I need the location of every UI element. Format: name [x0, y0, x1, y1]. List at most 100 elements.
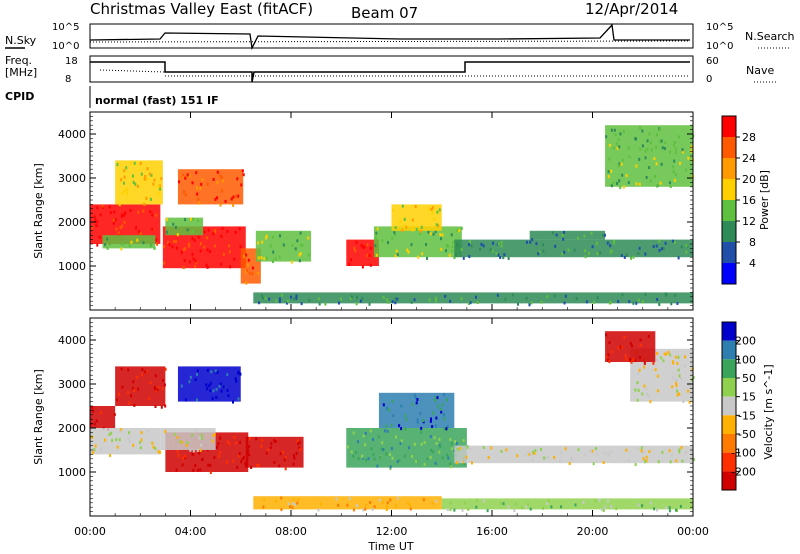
- scatter-cell: [628, 300, 631, 304]
- scatter-cell: [394, 301, 397, 305]
- scatter-cell: [671, 385, 674, 389]
- power-colorbar: 28 24 20 16 12 8 4: [721, 115, 756, 285]
- scatter-cell: [215, 395, 218, 399]
- scatter-cell: [391, 399, 394, 403]
- scatter-cell: [218, 450, 221, 454]
- colorbar-segment: [722, 378, 736, 397]
- scatter-cell: [207, 463, 210, 467]
- scatter-cell: [391, 456, 394, 460]
- scatter-cell: [220, 234, 223, 238]
- scatter-cell: [671, 239, 674, 243]
- scatter-cell: [603, 233, 606, 237]
- scatter-cell: [639, 147, 642, 151]
- power-ylabel: Slant Range [km]: [32, 163, 45, 259]
- scatter-cell: [244, 270, 247, 274]
- scatter-cell: [419, 232, 422, 236]
- scatter-cell: [292, 462, 295, 466]
- scatter-cell: [446, 508, 449, 512]
- scatter-cell: [120, 214, 123, 218]
- scatter-cell: [613, 239, 616, 243]
- scatter-cell: [429, 232, 432, 236]
- scatter-cell: [123, 220, 126, 224]
- scatter-cell: [681, 148, 684, 152]
- freq-frame: [89, 55, 694, 83]
- scatter-cell: [243, 254, 246, 258]
- scatter-cell: [113, 413, 116, 417]
- scatter-cell: [533, 452, 536, 456]
- scatter-cell: [591, 245, 594, 249]
- scatter-cell: [606, 241, 609, 245]
- scatter-cell: [637, 252, 640, 256]
- scatter-cell: [644, 460, 647, 464]
- scatter-cell: [121, 191, 124, 195]
- scatter-cell: [414, 204, 417, 208]
- scatter-cell: [664, 292, 667, 296]
- scatter-cell: [284, 455, 287, 459]
- velocity-panel: 1000 2000 3000 4000 Slant Range [km] 200 100…: [32, 317, 775, 517]
- scatter-cell: [647, 334, 650, 338]
- scatter-cell: [248, 271, 251, 275]
- scatter-cell: [154, 446, 157, 450]
- scatter-cell: [144, 175, 147, 179]
- scatter-cell: [219, 203, 222, 207]
- scatter-cell: [115, 227, 118, 231]
- colorbar-tick-label: 16: [742, 194, 756, 207]
- scatter-cell: [214, 230, 217, 234]
- scatter-cell: [675, 151, 678, 155]
- scatter-cell: [600, 508, 603, 512]
- colorbar-segment: [722, 396, 736, 416]
- scatter-cell: [410, 300, 413, 304]
- scatter-cell: [414, 396, 417, 400]
- scatter-cell: [692, 458, 695, 462]
- scatter-cell: [181, 456, 184, 460]
- scatter-cell: [123, 189, 126, 193]
- scatter-cell: [145, 196, 148, 200]
- scatter-cell: [211, 397, 214, 401]
- scatter-cell: [396, 253, 399, 257]
- colorbar-tick-label: -100: [731, 447, 756, 460]
- scatter-cell: [646, 139, 649, 143]
- scatter-cell: [369, 246, 372, 250]
- scatter-cell: [426, 256, 429, 260]
- cpid-label: CPID: [5, 90, 34, 103]
- scatter-cell: [197, 219, 200, 223]
- scatter-cell: [221, 179, 224, 183]
- scatter-region: [115, 160, 163, 205]
- scatter-cell: [208, 250, 211, 254]
- scatter-cell: [500, 240, 503, 244]
- scatter-cell: [95, 419, 98, 423]
- scatter-cell: [454, 440, 457, 444]
- scatter-cell: [676, 509, 679, 513]
- scatter-cell: [499, 501, 502, 505]
- scatter-cell: [643, 361, 646, 365]
- y-tick-label: 3000: [58, 172, 86, 185]
- scatter-cell: [364, 507, 367, 511]
- scatter-cell: [96, 220, 99, 224]
- scatter-cell: [563, 301, 566, 305]
- scatter-cell: [194, 378, 197, 382]
- scatter-cell: [195, 171, 198, 175]
- scatter-cell: [659, 140, 662, 144]
- scatter-cell: [692, 376, 695, 380]
- scatter-cell: [375, 253, 378, 257]
- scatter-cell: [456, 243, 459, 247]
- scatter-cell: [584, 255, 587, 259]
- scatter-cell: [446, 425, 449, 429]
- scatter-cell: [90, 432, 93, 436]
- scatter-cell: [582, 500, 585, 504]
- scatter-cell: [226, 373, 229, 377]
- scatter-cell: [663, 147, 666, 151]
- scatter-cell: [656, 297, 659, 301]
- scatter-cell: [596, 452, 599, 456]
- scatter-cell: [500, 244, 503, 248]
- y-tick-label: 4000: [58, 334, 86, 347]
- scatter-cell: [155, 238, 158, 242]
- scatter-cell: [439, 445, 442, 449]
- scatter-cell: [196, 448, 199, 452]
- scatter-cell: [504, 297, 507, 301]
- scatter-cell: [123, 213, 126, 217]
- scatter-cell: [233, 257, 236, 261]
- scatter-cell: [467, 507, 470, 511]
- scatter-cell: [529, 507, 532, 511]
- scatter-cell: [201, 436, 204, 440]
